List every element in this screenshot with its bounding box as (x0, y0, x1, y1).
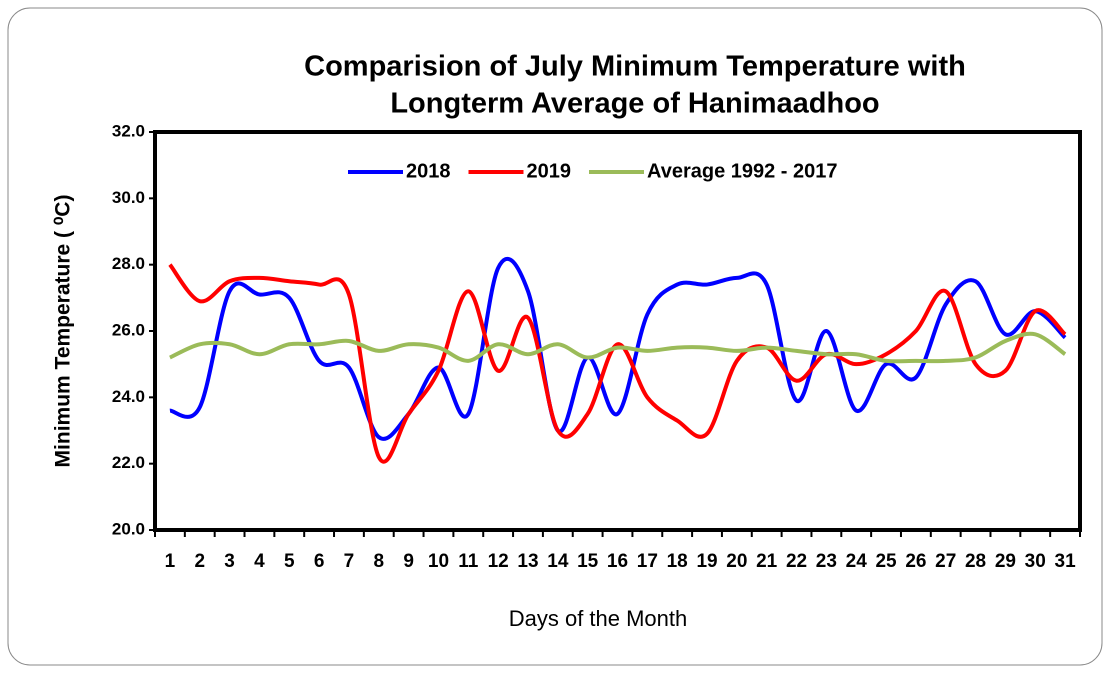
x-tick-label: 18 (667, 551, 688, 572)
x-tick-label: 17 (637, 551, 658, 572)
y-tick-label: 24.0 (112, 387, 145, 406)
series-line (168, 263, 1067, 464)
y-tick-label: 22.0 (112, 453, 145, 472)
x-tick-label: 22 (786, 551, 807, 572)
x-tick-label: 8 (374, 551, 385, 572)
chart-title: Longterm Average of Hanimaadhoo (390, 88, 879, 120)
series-line (169, 256, 1067, 441)
x-tick-label: 20 (726, 551, 747, 572)
x-tick-label: 4 (254, 551, 265, 572)
x-tick-label: 13 (517, 551, 538, 572)
y-axis-label: Minimum Temperature ( ⁰C) (52, 195, 75, 468)
x-tick-label: 30 (1025, 551, 1046, 572)
x-tick-label: 24 (846, 551, 868, 572)
series-line (169, 331, 1067, 364)
legend-label: 2018 (406, 160, 451, 182)
x-tick-label: 3 (224, 551, 235, 572)
x-tick-label: 28 (965, 551, 986, 572)
x-tick-label: 23 (816, 551, 837, 572)
x-tick-label: 29 (995, 551, 1016, 572)
x-tick-label: 11 (458, 551, 479, 572)
y-tick-label: 32.0 (112, 121, 145, 140)
x-tick-label: 7 (344, 551, 355, 572)
chart-frame (7, 7, 1103, 666)
x-tick-label: 14 (547, 551, 569, 572)
x-tick-label: 27 (935, 551, 956, 572)
x-tick-label: 1 (165, 551, 176, 572)
chart-title: Comparision of July Minimum Temperature … (304, 51, 966, 83)
x-tick-label: 5 (284, 551, 295, 572)
x-tick-label: 9 (403, 551, 414, 572)
x-tick-label: 2 (194, 551, 205, 572)
x-tick-label: 26 (905, 551, 926, 572)
y-tick-label: 26.0 (112, 320, 145, 339)
x-tick-label: 12 (488, 551, 509, 572)
x-tick-label: 6 (314, 551, 325, 572)
legend-label: Average 1992 - 2017 (647, 160, 838, 182)
x-tick-label: 10 (428, 551, 449, 572)
legend-label: 2019 (527, 160, 572, 182)
y-tick-label: 30.0 (112, 188, 145, 207)
x-tick-label: 15 (577, 551, 599, 572)
x-tick-label: 31 (1055, 551, 1077, 572)
x-tick-label: 25 (875, 551, 897, 572)
x-tick-label: 21 (756, 551, 778, 572)
x-tick-label: 16 (607, 551, 628, 572)
x-axis-label: Days of the Month (509, 606, 688, 631)
y-tick-label: 28.0 (112, 254, 145, 273)
y-tick-label: 20.0 (112, 519, 145, 538)
plot-area (153, 130, 1082, 532)
x-tick-label: 19 (696, 551, 717, 572)
